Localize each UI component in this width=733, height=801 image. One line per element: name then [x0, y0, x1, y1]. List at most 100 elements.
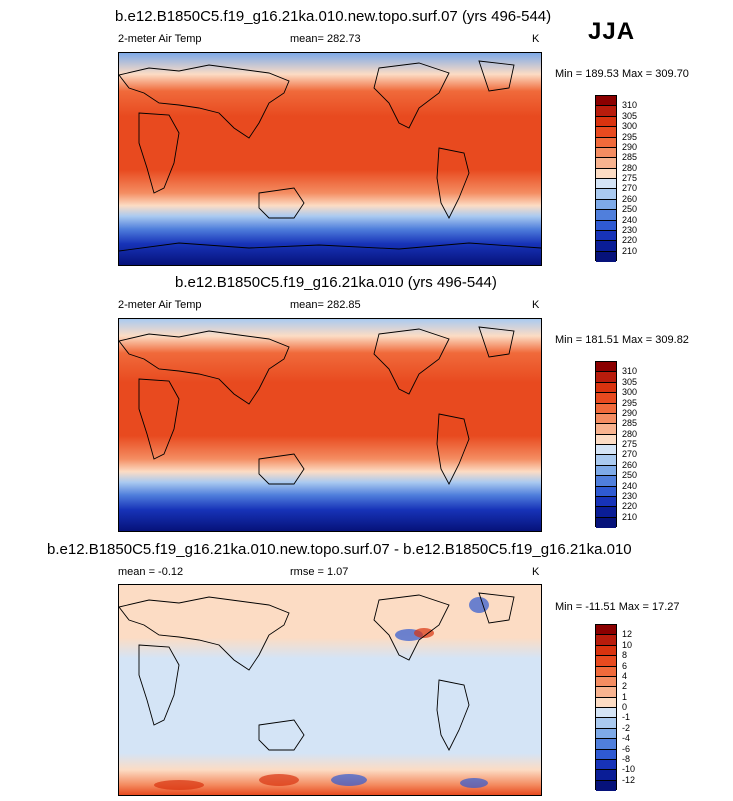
colorbar-swatch [596, 739, 616, 750]
panel-2-map [118, 318, 542, 532]
colorbar-swatch [596, 486, 616, 497]
panel-1-units: K [532, 33, 540, 45]
map-outline-greenland [478, 592, 515, 624]
colorbar-swatch [596, 728, 616, 740]
map-outline-north-america [373, 594, 450, 661]
colorbar-tick-label: -10 [622, 764, 636, 775]
map-outline-greenland [478, 326, 515, 358]
colorbar-tick-label: 290 [622, 407, 638, 418]
map-outline-eurasia [119, 64, 290, 139]
colorbar-swatch [596, 179, 616, 190]
colorbar-tick-label: 240 [622, 480, 638, 491]
colorbar-tick-label: 285 [622, 418, 638, 429]
colorbar-tick-label: 280 [622, 428, 638, 439]
map-outline-africa [138, 378, 180, 460]
colorbar-swatch [596, 210, 616, 221]
anomaly-blob [259, 774, 299, 786]
colorbar-tick-label: 220 [622, 235, 638, 246]
colorbar-swatch [596, 656, 616, 667]
colorbar-swatch [596, 476, 616, 487]
panel-1-colorbar [595, 95, 617, 262]
map-outline-australia [258, 453, 305, 485]
colorbar-tick-label: 270 [622, 183, 638, 194]
colorbar-swatch [596, 645, 616, 657]
panel-2-colorbar [595, 361, 617, 528]
colorbar-swatch [596, 770, 616, 781]
map-outline-eurasia [119, 330, 290, 405]
colorbar-tick-label: 280 [622, 162, 638, 173]
anomaly-blob [331, 774, 367, 786]
panel-3-map [118, 584, 542, 796]
colorbar-tick-label: 220 [622, 501, 638, 512]
map-outline-south-america [436, 679, 470, 751]
colorbar-tick-label: 305 [622, 376, 638, 387]
map-outline-africa [138, 112, 180, 194]
colorbar-tick-label: 250 [622, 204, 638, 215]
colorbar-tick-label: -1 [622, 712, 631, 723]
colorbar-swatch [596, 496, 616, 508]
map-outline-australia [258, 719, 305, 751]
panel-1-variable: 2-meter Air Temp [118, 33, 202, 45]
panel-2-units: K [532, 299, 540, 311]
colorbar-tick-label: 8 [622, 650, 628, 661]
colorbar-swatch [596, 697, 616, 708]
panel-3-mean: mean = -0.12 [118, 566, 184, 578]
colorbar-tick-label: 210 [622, 245, 638, 256]
panel-3-rmse: rmse = 1.07 [290, 566, 349, 578]
panel-2-map-plot [119, 319, 541, 531]
colorbar-tick-label: 260 [622, 193, 638, 204]
colorbar-swatch [596, 507, 616, 518]
colorbar-tick-label: 300 [622, 387, 638, 398]
colorbar-swatch [596, 625, 616, 636]
panel-2-variable: 2-meter Air Temp [118, 299, 202, 311]
colorbar-swatch [596, 759, 616, 771]
colorbar-swatch [596, 687, 616, 698]
colorbar-swatch [596, 708, 616, 719]
colorbar-tick-label: -8 [622, 753, 631, 764]
colorbar-swatch [596, 220, 616, 231]
colorbar-tick-label: 270 [622, 449, 638, 460]
map-outline-antarctica [119, 242, 541, 252]
colorbar-swatch [596, 189, 616, 200]
colorbar-tick-label: 6 [622, 660, 628, 671]
colorbar-tick-label: 12 [622, 629, 633, 640]
colorbar-swatch [596, 96, 616, 107]
colorbar-tick-label: 305 [622, 110, 638, 121]
panel-3-title: b.e12.B1850C5.f19_g16.21ka.010.new.topo.… [47, 541, 632, 558]
season-label: JJA [588, 18, 636, 45]
colorbar-tick-label: 285 [622, 152, 638, 163]
panel-1-map [118, 52, 542, 266]
colorbar-swatch [596, 718, 616, 729]
colorbar-swatch [596, 382, 616, 394]
panel-2-mean: mean= 282.85 [290, 299, 361, 311]
colorbar-tick-label: 295 [622, 131, 638, 142]
panel-1-colorbar-labels: 310 305 300 295 290 285 280 275 270 260 250 240 230 2… [622, 95, 662, 261]
colorbar-swatch [596, 517, 616, 528]
colorbar-tick-label: 260 [622, 459, 638, 470]
panel-3-minmax: Min = -11.51 Max = 17.27 [555, 601, 680, 613]
colorbar-tick-label: 2 [622, 681, 628, 692]
colorbar-tick-label: 1 [622, 691, 628, 702]
colorbar-swatch [596, 666, 616, 677]
colorbar-tick-label: 240 [622, 214, 638, 225]
colorbar-tick-label: 230 [622, 490, 638, 501]
anomaly-blob [154, 780, 204, 790]
panel-3-colorbar [595, 624, 617, 791]
map-outline-australia [258, 187, 305, 219]
map-outline-eurasia [119, 596, 290, 671]
colorbar-tick-label: 310 [622, 366, 638, 377]
colorbar-swatch [596, 127, 616, 138]
map-outline-north-america [373, 62, 450, 129]
map-outline-south-america [436, 147, 470, 219]
colorbar-tick-label: 290 [622, 141, 638, 152]
colorbar-swatch [596, 465, 616, 477]
colorbar-swatch [596, 434, 616, 445]
colorbar-tick-label: 295 [622, 397, 638, 408]
colorbar-tick-label: 210 [622, 511, 638, 522]
colorbar-swatch [596, 147, 616, 159]
colorbar-tick-label: 275 [622, 439, 638, 449]
colorbar-tick-label: 250 [622, 470, 638, 481]
colorbar-swatch [596, 251, 616, 262]
colorbar-swatch [596, 168, 616, 179]
panel-1-title: b.e12.B1850C5.f19_g16.21ka.010.new.topo.… [115, 8, 552, 25]
